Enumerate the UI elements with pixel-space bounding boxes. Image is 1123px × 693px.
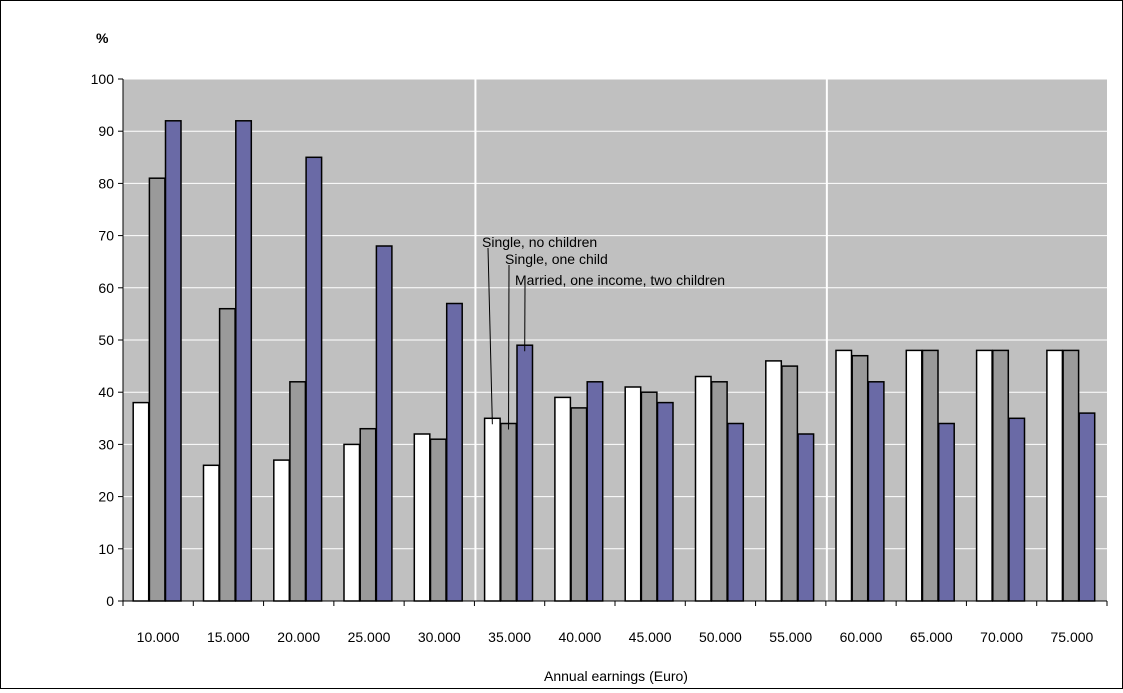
x-tick-label: 55.000 (769, 629, 812, 645)
bar (517, 345, 533, 601)
bar (204, 465, 220, 601)
bar (766, 361, 782, 601)
bar (1009, 418, 1025, 601)
x-tick-label: 65.000 (910, 629, 953, 645)
x-tick-label: 50.000 (699, 629, 742, 645)
bar (414, 434, 430, 601)
bar (658, 403, 674, 601)
y-tick-label: 30 (98, 436, 114, 452)
bar (360, 429, 376, 601)
bar (555, 397, 571, 601)
series-label: Single, one child (505, 251, 608, 267)
bar (166, 121, 182, 601)
x-tick-label: 15.000 (207, 629, 250, 645)
y-tick-label: 70 (98, 228, 114, 244)
bar (587, 382, 603, 601)
y-tick-label: 20 (98, 489, 114, 505)
bar (798, 434, 814, 601)
bar (306, 157, 322, 601)
y-tick-label: 80 (98, 175, 114, 191)
x-tick-label: 35.000 (488, 629, 531, 645)
bar (906, 350, 922, 601)
bar (274, 460, 290, 601)
x-tick-label: 40.000 (558, 629, 601, 645)
bar (782, 366, 798, 601)
bar (571, 408, 587, 601)
y-axis-unit: % (96, 30, 109, 46)
bar (447, 304, 463, 602)
bar (344, 444, 360, 601)
bar (376, 246, 392, 601)
bar (923, 350, 939, 601)
y-tick-label: 0 (106, 593, 114, 609)
bar (290, 382, 306, 601)
bar (939, 424, 955, 602)
x-tick-label: 60.000 (840, 629, 883, 645)
bar (712, 382, 728, 601)
bar (993, 350, 1009, 601)
y-tick-labels: 0 10 20 30 40 50 60 70 80 90 100 (91, 71, 115, 609)
bar (501, 424, 517, 602)
bar (1047, 350, 1063, 601)
y-tick-label: 100 (91, 71, 115, 87)
x-tick-label: 45.000 (629, 629, 672, 645)
bar (852, 356, 868, 601)
bar (133, 403, 149, 601)
x-tick-label: 30.000 (418, 629, 461, 645)
bar (1063, 350, 1079, 601)
bar (149, 178, 165, 601)
bar (220, 309, 236, 601)
series-label: Married, one income, two children (515, 272, 725, 288)
bar (728, 424, 744, 602)
y-tick-label: 40 (98, 384, 114, 400)
bar (696, 377, 712, 602)
x-tick-label: 10.000 (137, 629, 180, 645)
y-tick-label: 10 (98, 541, 114, 557)
bar (236, 121, 252, 601)
bar (977, 350, 993, 601)
bar (431, 439, 447, 601)
x-axis-title: Annual earnings (Euro) (544, 668, 688, 684)
x-tick-labels: 10.000 15.000 20.000 25.000 30.000 35.000 40.0… (137, 629, 1094, 645)
y-tick-label: 60 (98, 280, 114, 296)
bar (868, 382, 884, 601)
bar (836, 350, 852, 601)
series-label: Single, no children (482, 234, 597, 250)
x-tick-label: 75.000 (1050, 629, 1093, 645)
y-tick-label: 50 (98, 332, 114, 348)
y-tick-label: 90 (98, 123, 114, 139)
x-tick-label: 70.000 (980, 629, 1023, 645)
bar (641, 392, 657, 601)
x-tick-label: 20.000 (277, 629, 320, 645)
bar (625, 387, 641, 601)
bar (485, 418, 501, 601)
bar (1079, 413, 1095, 601)
x-tick-label: 25.000 (348, 629, 391, 645)
